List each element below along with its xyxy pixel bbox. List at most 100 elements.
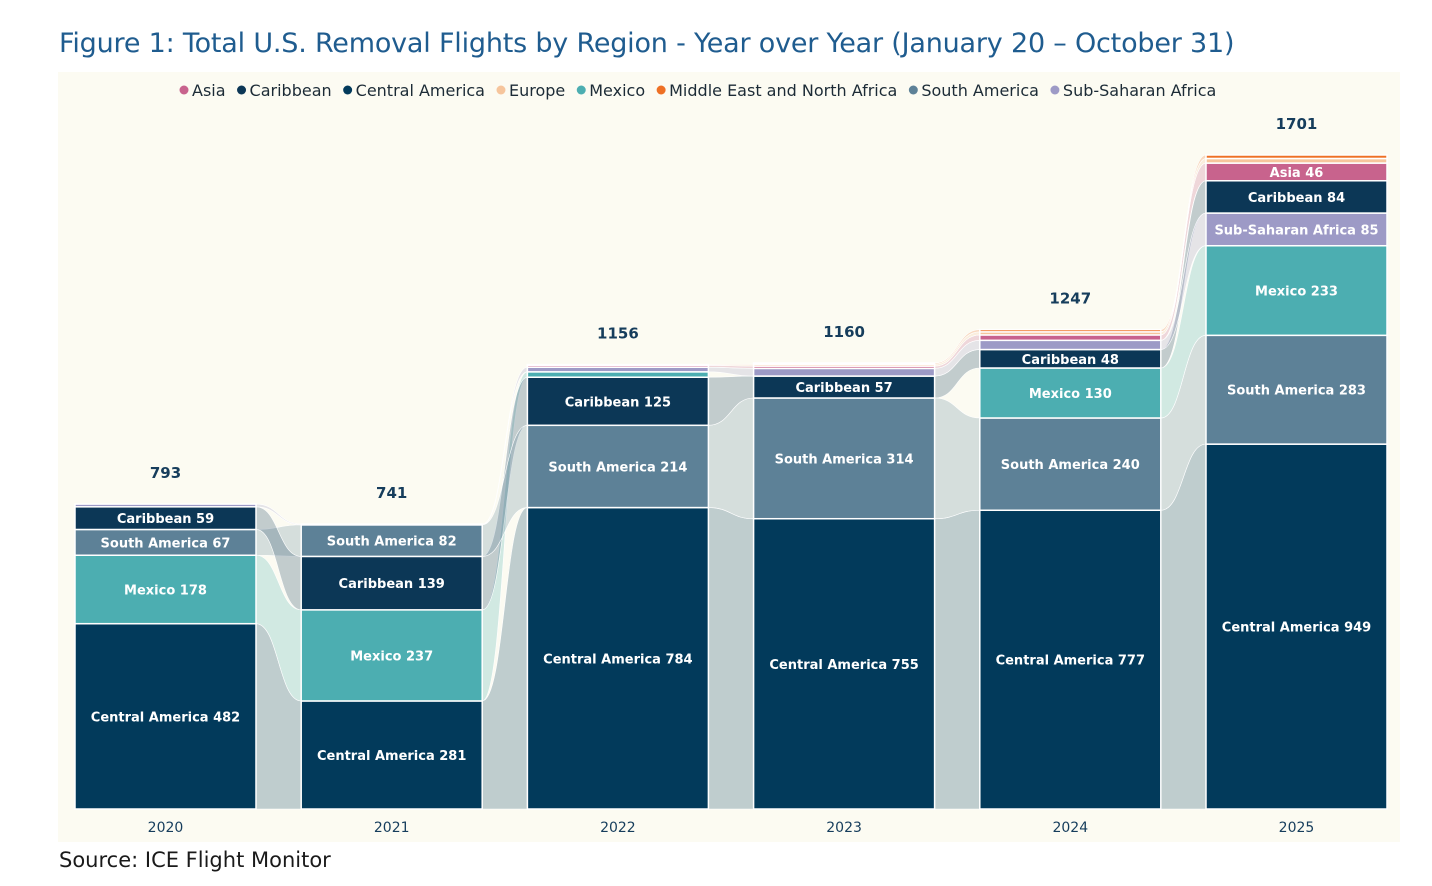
- data-label-caribbean-2023: Caribbean 57: [795, 381, 892, 396]
- x-tick-2024: 2024: [1052, 820, 1088, 836]
- segment-mexico-2024: [979, 367, 1162, 419]
- data-label-central-america-2025: Central America 949: [1222, 621, 1371, 636]
- segment-middle-east-and-north-africa-2024: [979, 328, 1162, 333]
- legend-item-central-america: Central America: [343, 81, 485, 100]
- data-label-mexico-2020: Mexico 178: [124, 583, 207, 598]
- data-label-central-america-2024: Central America 777: [996, 654, 1145, 669]
- bar-2021: Central America 281 Mexico 237 Caribbean 1…: [300, 523, 483, 810]
- segment-central-america-2020: [74, 622, 257, 810]
- segment-mexico-2020: [74, 554, 257, 625]
- legend-marker-middle-east-and-north-africa: [656, 85, 666, 95]
- data-label-south-america-2021: South America 82: [327, 535, 457, 550]
- legend-marker-europe: [496, 85, 506, 95]
- data-label-mexico-2021: Mexico 237: [350, 649, 433, 664]
- legend-item-caribbean: Caribbean: [237, 81, 332, 100]
- segment-south-america-2023: [752, 397, 936, 520]
- total-label-2022: 1156: [597, 325, 639, 343]
- flow-central-america-2023-2024: [934, 509, 981, 810]
- segment-central-america-2024: [979, 509, 1162, 810]
- total-label-2023: 1160: [823, 323, 865, 341]
- segment-caribbean-2025: [1205, 180, 1388, 214]
- legend-label-middle-east-and-north-africa: Middle East and North Africa: [669, 81, 897, 100]
- legend-label-sub-saharan-africa: Sub-Saharan Africa: [1063, 81, 1216, 100]
- total-label-2021: 741: [376, 484, 407, 502]
- legend-item-asia: Asia: [179, 81, 226, 100]
- data-label-asia-2025: Asia 46: [1270, 166, 1324, 181]
- legend-marker-asia: [179, 85, 189, 95]
- segment-central-america-2025: [1205, 443, 1388, 810]
- segment-south-america-2022: [526, 424, 710, 509]
- data-label-caribbean-2021: Caribbean 139: [339, 577, 445, 592]
- segment-europe-2022: [526, 363, 710, 367]
- flow-central-america-2021-2022: [481, 507, 528, 810]
- legend-marker-south-america: [908, 85, 918, 95]
- segment-sub-saharan-africa-2025: [1205, 212, 1388, 247]
- legend-item-middle-east-and-north-africa: Middle East and North Africa: [656, 81, 897, 100]
- legend-item-south-america: South America: [908, 81, 1039, 100]
- data-label-central-america-2020: Central America 482: [91, 710, 240, 725]
- legend-item-europe: Europe: [496, 81, 565, 100]
- segment-central-america-2022: [526, 506, 710, 810]
- segment-mexico-2022: [526, 371, 710, 378]
- data-label-caribbean-2020: Caribbean 59: [117, 512, 214, 527]
- data-label-mexico-2025: Mexico 233: [1255, 285, 1338, 300]
- x-tick-2022: 2022: [600, 820, 636, 836]
- legend-item-sub-saharan-africa: Sub-Saharan Africa: [1050, 81, 1216, 100]
- segment-sub-saharan-africa-2020: [74, 503, 257, 508]
- segment-central-america-2023: [752, 517, 936, 810]
- legend-marker-central-america: [343, 85, 353, 95]
- data-label-central-america-2022: Central America 784: [543, 652, 692, 667]
- segment-south-america-2025: [1205, 334, 1388, 445]
- data-label-caribbean-2024: Caribbean 48: [1022, 353, 1119, 368]
- segment-middle-east-and-north-africa-2023: [752, 362, 936, 365]
- total-label-2024: 1247: [1049, 290, 1091, 308]
- x-tick-2025: 2025: [1279, 820, 1315, 836]
- legend-marker-mexico: [576, 85, 586, 95]
- data-label-sub-saharan-africa-2025: Sub-Saharan Africa 85: [1214, 223, 1378, 238]
- total-label-2020: 793: [150, 464, 181, 482]
- legend-marker-sub-saharan-africa: [1050, 85, 1060, 95]
- chart-title: Figure 1: Total U.S. Removal Flights by …: [59, 28, 1235, 59]
- bar-2023: Central America 755 South America 314 Cari…: [752, 362, 936, 810]
- data-label-caribbean-2022: Caribbean 125: [565, 395, 671, 410]
- flow-layer: [255, 154, 1207, 810]
- data-label-south-america-2022: South America 214: [548, 460, 687, 475]
- segment-sub-saharan-africa-2023: [752, 367, 936, 377]
- segment-south-america-2020: [74, 528, 257, 556]
- data-label-south-america-2025: South America 283: [1227, 384, 1366, 399]
- legend-label-asia: Asia: [192, 81, 226, 100]
- flow-central-america-2022-2023: [708, 507, 754, 810]
- flow-south-america-2023-2024: [934, 397, 981, 520]
- data-label-caribbean-2025: Caribbean 84: [1248, 191, 1345, 206]
- data-label-mexico-2024: Mexico 130: [1029, 387, 1112, 402]
- data-label-south-america-2020: South America 67: [101, 536, 231, 551]
- x-tick-2021: 2021: [374, 820, 410, 836]
- x-tick-2023: 2023: [826, 820, 862, 836]
- segment-sub-saharan-africa-2021: [300, 523, 483, 526]
- data-label-central-america-2021: Central America 281: [317, 749, 466, 764]
- bar-2024: Central America 777 South America 240 Mexi…: [979, 328, 1162, 810]
- segment-asia-2024: [979, 334, 1162, 342]
- legend-label-mexico: Mexico: [589, 81, 645, 100]
- legend-marker-caribbean: [237, 85, 247, 95]
- legend-label-caribbean: Caribbean: [250, 81, 332, 100]
- legend-label-europe: Europe: [509, 81, 565, 100]
- segment-middle-east-and-north-africa-2025: [1205, 154, 1388, 160]
- chart-panel: [58, 72, 1400, 842]
- source-note: Source: ICE Flight Monitor: [59, 848, 331, 872]
- segment-south-america-2024: [979, 417, 1162, 512]
- legend-label-central-america: Central America: [356, 81, 485, 100]
- segment-sub-saharan-africa-2024: [979, 339, 1162, 351]
- legend-label-south-america: South America: [921, 81, 1039, 100]
- x-tick-2020: 2020: [148, 820, 184, 836]
- data-label-south-america-2023: South America 314: [775, 452, 914, 467]
- bar-2025: Central America 949 South America 283 Mexi…: [1205, 154, 1388, 810]
- total-label-2025: 1701: [1276, 115, 1318, 133]
- legend: Asia Caribbean Central America Europe Mexico…: [179, 81, 1216, 100]
- legend-item-mexico: Mexico: [576, 81, 645, 100]
- bar-2022: Central America 784 South America 214 Cari…: [526, 363, 710, 810]
- data-label-south-america-2024: South America 240: [1001, 458, 1140, 473]
- segment-mexico-2025: [1205, 244, 1388, 337]
- data-label-central-america-2023: Central America 755: [769, 658, 918, 673]
